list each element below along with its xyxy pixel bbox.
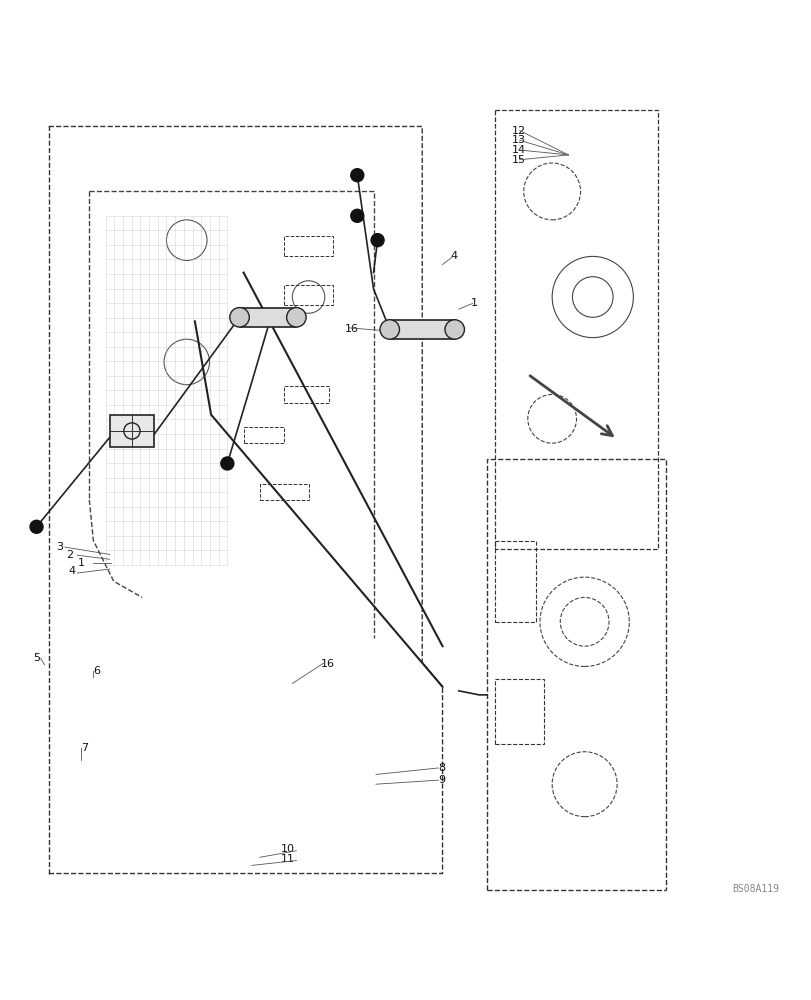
Text: 2: 2	[66, 550, 73, 560]
Text: 1: 1	[470, 298, 478, 308]
Circle shape	[30, 520, 43, 533]
Text: 8: 8	[438, 763, 445, 773]
Text: 15: 15	[511, 155, 525, 165]
Text: BS08A119: BS08A119	[732, 884, 779, 894]
Text: 16: 16	[320, 659, 334, 669]
Text: 14: 14	[511, 145, 525, 155]
Circle shape	[350, 209, 363, 222]
Text: 12: 12	[511, 126, 525, 136]
Bar	[109, 415, 154, 447]
Text: 4: 4	[68, 566, 75, 576]
Text: 11: 11	[281, 854, 295, 864]
Text: 7: 7	[81, 743, 88, 753]
Text: 13: 13	[511, 135, 525, 145]
Circle shape	[286, 308, 306, 327]
Text: 6: 6	[93, 666, 101, 676]
Text: 5: 5	[33, 653, 41, 663]
Text: 10: 10	[281, 844, 295, 854]
Circle shape	[350, 169, 363, 182]
Bar	[389, 320, 454, 339]
Text: 9: 9	[438, 775, 445, 785]
Circle shape	[221, 457, 234, 470]
Circle shape	[371, 234, 384, 247]
Bar	[239, 308, 296, 327]
Text: 3: 3	[56, 542, 63, 552]
Circle shape	[444, 320, 464, 339]
Text: 1: 1	[78, 558, 85, 568]
Circle shape	[230, 308, 249, 327]
Text: 16: 16	[345, 324, 358, 334]
Circle shape	[380, 320, 399, 339]
Text: 4: 4	[450, 251, 457, 261]
